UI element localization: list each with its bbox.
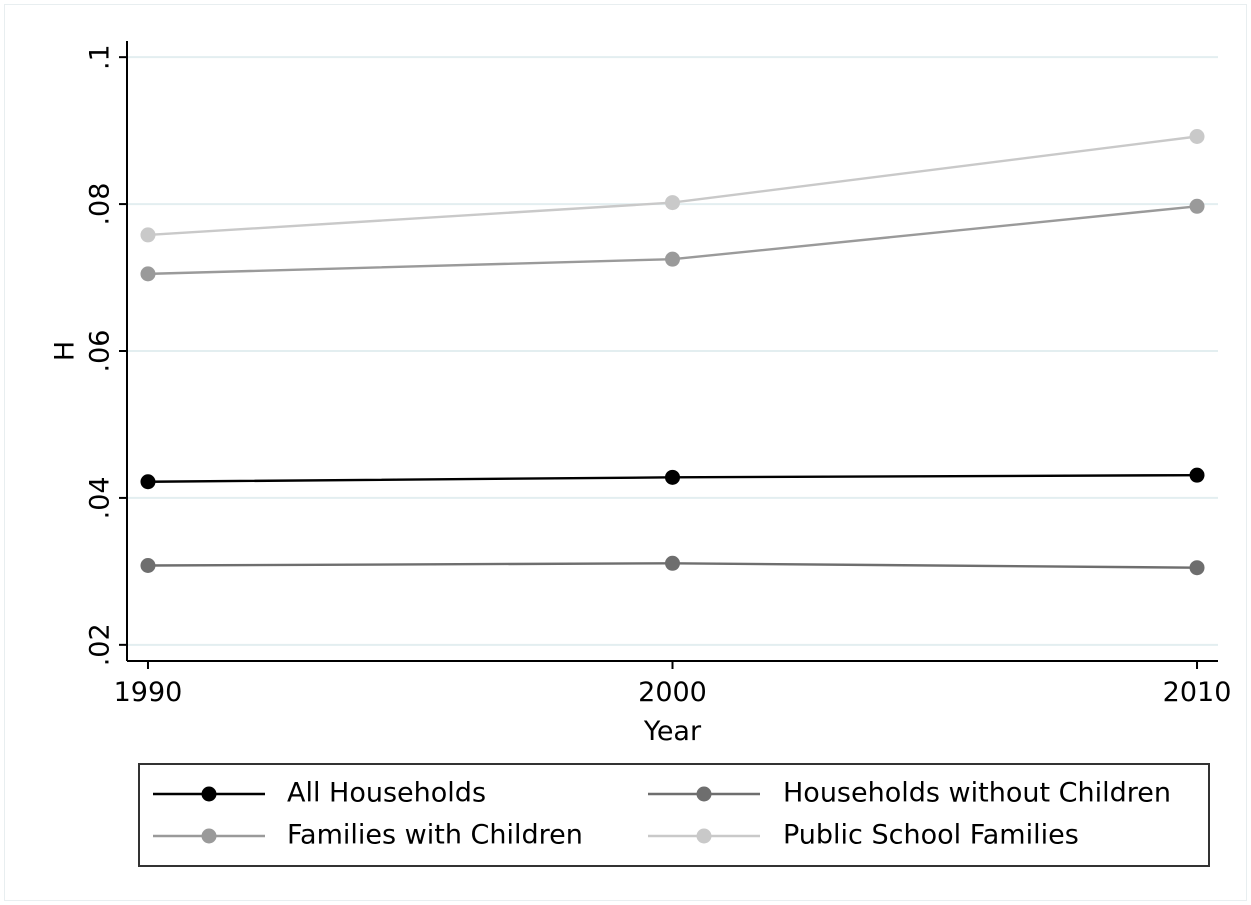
legend-label: All Households (287, 778, 486, 809)
y-tick-label: .08 (85, 183, 116, 226)
series-3 (140, 128, 1205, 243)
series-0 (140, 467, 1205, 490)
x-tick-label: 2000 (638, 677, 707, 708)
legend-marker (201, 828, 217, 844)
x-tick-label: 1990 (114, 677, 183, 708)
data-point (665, 251, 680, 267)
legend-label: Families with Children (287, 820, 583, 851)
legend-marker (201, 786, 217, 802)
legend-label: Households without Children (783, 778, 1171, 809)
series-lines (140, 128, 1205, 576)
data-point (1189, 128, 1205, 144)
data-point (140, 266, 156, 282)
y-tick-label: .06 (85, 330, 116, 373)
series-line (147, 135, 1198, 237)
data-point (665, 555, 680, 571)
data-point (140, 474, 156, 490)
legend-item: Families with Children (153, 820, 583, 851)
legend-item: All Households (153, 778, 486, 809)
legend-marker (696, 786, 712, 802)
y-tick-label: .04 (85, 476, 116, 519)
data-point (1189, 467, 1205, 483)
x-ticks: 1990 2000 2010 (114, 661, 1232, 708)
data-point (1189, 560, 1205, 576)
legend-items: All Households Households without Childre… (153, 778, 1171, 851)
data-point (1189, 198, 1205, 214)
legend-item: Households without Children (648, 778, 1171, 809)
data-point (665, 469, 680, 485)
y-tick-label: .1 (85, 44, 116, 70)
legend-label: Public School Families (783, 820, 1079, 851)
y-ticks: .02 .04 .06 .08 .1 (85, 44, 127, 666)
gridlines (127, 56, 1218, 646)
y-axis-title: H (50, 341, 81, 361)
legend-box (138, 763, 1210, 867)
x-axis-title: Year (643, 716, 702, 747)
figure-frame (4, 4, 1247, 901)
data-point (140, 227, 156, 243)
y-tick-label: .02 (85, 623, 116, 666)
legend: All Households Households without Childre… (138, 763, 1210, 867)
data-point (140, 558, 156, 574)
legend-marker (696, 828, 712, 844)
legend-item: Public School Families (648, 820, 1079, 851)
data-point (665, 195, 680, 211)
series-1 (140, 555, 1205, 576)
series-2 (140, 198, 1205, 282)
x-tick-label: 2010 (1163, 677, 1232, 708)
